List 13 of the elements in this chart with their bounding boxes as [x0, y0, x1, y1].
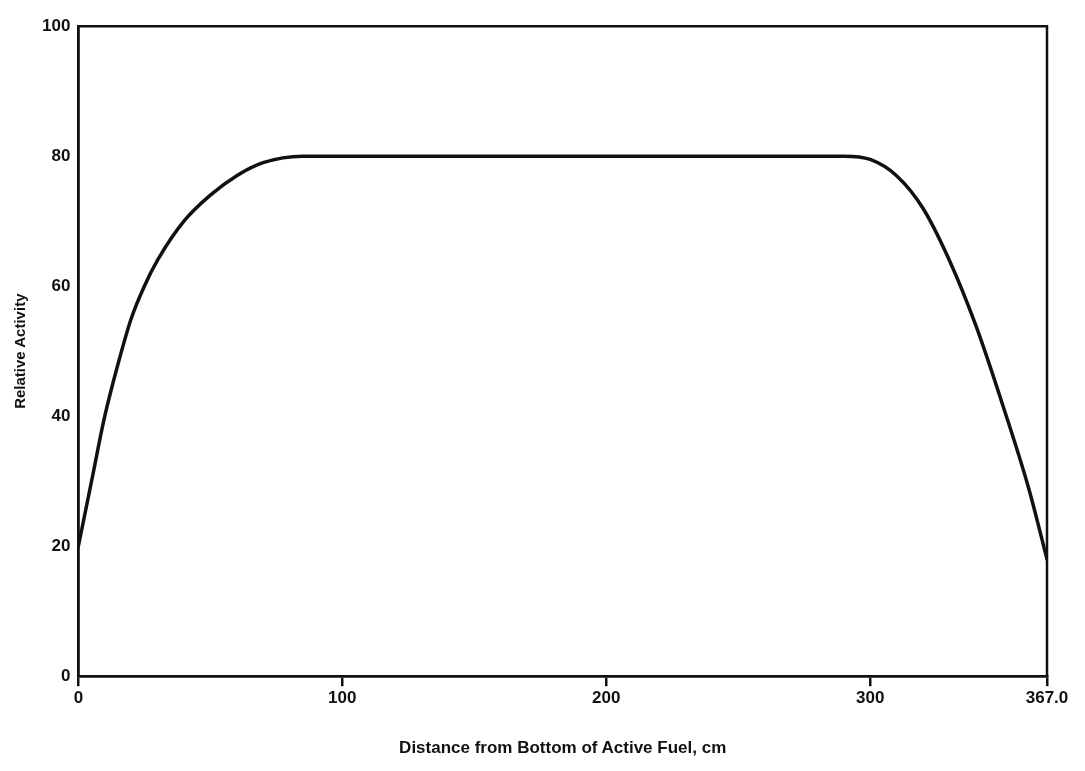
- x-tick-label: 367.0: [1025, 688, 1069, 708]
- y-tick-label: 20: [51, 535, 71, 555]
- x-axis-title: Distance from Bottom of Active Fuel, cm: [399, 738, 727, 758]
- y-axis-title: Relative Activity: [11, 292, 29, 409]
- x-tick-label: 0: [73, 688, 84, 708]
- x-tick-label: 200: [592, 688, 621, 708]
- y-tick-label: 0: [60, 665, 71, 685]
- y-tick-label: 60: [51, 275, 71, 295]
- x-tick-label: 300: [855, 688, 885, 708]
- x-tick-label: 100: [328, 688, 357, 708]
- y-tick-label: 100: [41, 15, 71, 35]
- y-tick-label: 40: [51, 405, 71, 425]
- y-tick-label: 80: [51, 145, 71, 165]
